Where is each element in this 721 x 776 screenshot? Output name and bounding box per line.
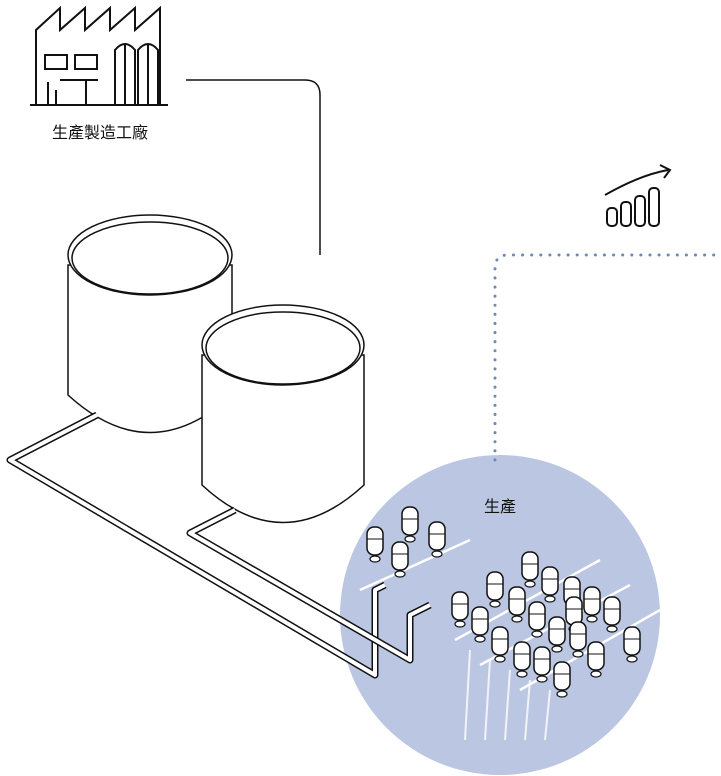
machine xyxy=(521,551,539,581)
machine-base xyxy=(431,550,443,558)
factory-icon xyxy=(30,5,168,106)
feed-line xyxy=(524,679,531,741)
machine-base xyxy=(556,690,568,698)
machine-base xyxy=(536,675,548,683)
machine xyxy=(565,596,583,626)
machine xyxy=(366,526,384,556)
machine xyxy=(533,646,551,676)
factory-label: 生產製造工廠 xyxy=(52,123,148,142)
machine xyxy=(587,641,605,671)
pipes xyxy=(6,411,432,679)
machine-base xyxy=(394,570,406,578)
machine-base xyxy=(454,620,466,628)
machine xyxy=(541,566,559,596)
manifold xyxy=(359,538,471,592)
growth-icon xyxy=(604,164,672,227)
machine xyxy=(508,586,526,616)
machine-base xyxy=(572,650,584,658)
machine-base xyxy=(531,630,543,638)
machine-base xyxy=(489,600,501,608)
machine-base xyxy=(524,580,536,588)
machine-base xyxy=(626,655,638,663)
dotted-connector xyxy=(493,253,721,462)
machine-base xyxy=(404,535,416,543)
machine-base xyxy=(544,595,556,603)
machine xyxy=(428,521,446,551)
machine-base xyxy=(606,625,618,633)
machine xyxy=(471,606,489,636)
machine xyxy=(528,601,546,631)
machine-base xyxy=(369,555,381,563)
machine xyxy=(603,596,621,626)
machine xyxy=(451,591,469,621)
machine-base xyxy=(511,615,523,623)
machine xyxy=(583,586,601,616)
machine xyxy=(569,621,587,651)
machine xyxy=(513,641,531,671)
machine-base xyxy=(474,635,486,643)
machine-base xyxy=(516,670,528,678)
machine-base xyxy=(586,615,598,623)
machine xyxy=(548,616,566,646)
production-label: 生產 xyxy=(484,497,516,516)
feed-line xyxy=(484,659,491,741)
machine xyxy=(391,541,409,571)
feed-line xyxy=(504,669,511,741)
tank xyxy=(201,304,365,524)
connector-line xyxy=(186,79,321,255)
machine xyxy=(623,626,641,656)
machine xyxy=(401,506,419,536)
feed-line xyxy=(544,689,551,741)
machine xyxy=(491,626,509,656)
feed-line xyxy=(464,649,471,741)
machine xyxy=(553,661,571,691)
machine xyxy=(486,571,504,601)
machine-base xyxy=(494,655,506,663)
machines xyxy=(359,506,661,741)
machine-base xyxy=(590,670,602,678)
machine-base xyxy=(551,645,563,653)
